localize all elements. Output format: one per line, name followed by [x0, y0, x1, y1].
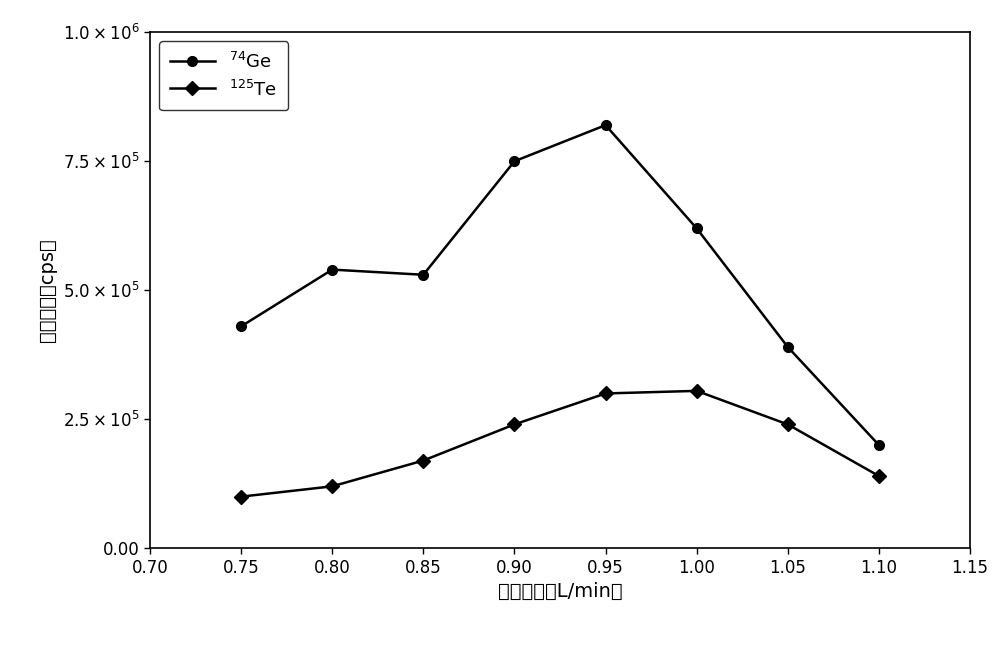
Line: $^{125}$Te: $^{125}$Te: [236, 386, 884, 502]
Legend: $^{74}$Ge, $^{125}$Te: $^{74}$Ge, $^{125}$Te: [159, 41, 288, 110]
$^{125}$Te: [417, 457, 429, 464]
$^{125}$Te: [600, 390, 612, 397]
X-axis label: 载气流速（L/min）: 载气流速（L/min）: [498, 582, 622, 601]
$^{74}$Ge: [417, 271, 429, 279]
$^{74}$Ge: [508, 157, 520, 165]
Line: $^{74}$Ge: $^{74}$Ge: [236, 120, 884, 450]
$^{125}$Te: [691, 387, 703, 395]
$^{74}$Ge: [782, 343, 794, 351]
$^{74}$Ge: [691, 224, 703, 232]
$^{125}$Te: [782, 421, 794, 428]
$^{125}$Te: [326, 482, 338, 490]
$^{74}$Ge: [326, 266, 338, 273]
Y-axis label: 信号强度（cps）: 信号强度（cps）: [38, 239, 57, 342]
$^{125}$Te: [235, 493, 247, 501]
$^{74}$Ge: [600, 121, 612, 129]
$^{74}$Ge: [873, 441, 885, 449]
$^{125}$Te: [873, 472, 885, 480]
$^{74}$Ge: [235, 322, 247, 330]
$^{125}$Te: [508, 421, 520, 428]
